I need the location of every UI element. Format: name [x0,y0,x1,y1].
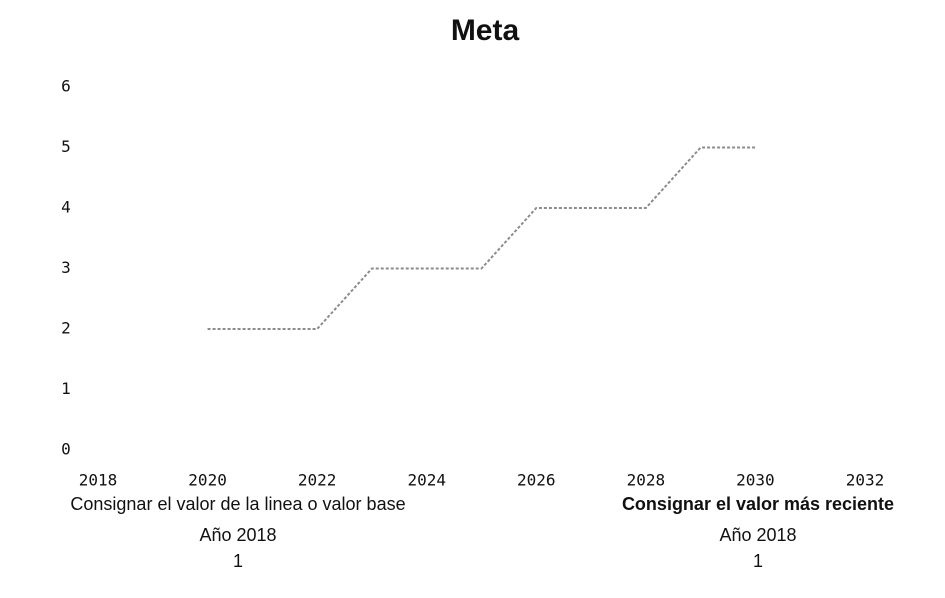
note-label: Consignar el valor de la linea o valor b… [70,494,405,514]
x-tick-label: 2020 [188,471,227,490]
note-year: Año 2018 [199,525,276,545]
y-tick-label: 1 [61,379,71,398]
x-tick-label: 2026 [517,471,556,490]
note-value: 1 [233,551,243,571]
y-tick-label: 0 [61,440,71,459]
x-tick-label: 2028 [627,471,666,490]
series-line [207,146,756,330]
x-tick-label: 2024 [407,471,446,490]
note-value: 1 [753,551,763,571]
note-label: Consignar el valor más reciente [622,494,894,514]
y-tick-label: 5 [61,137,71,156]
x-tick-label: 2030 [736,471,775,490]
y-tick-label: 4 [61,198,71,217]
x-tick-label: 2022 [298,471,337,490]
x-tick-label: 2032 [846,471,885,490]
x-tick-label: 2018 [79,471,118,490]
y-tick-label: 3 [61,258,71,277]
chart-title: Meta [451,14,520,47]
y-tick-label: 6 [61,77,71,96]
y-tick-label: 2 [61,319,71,338]
note-year: Año 2018 [719,525,796,545]
